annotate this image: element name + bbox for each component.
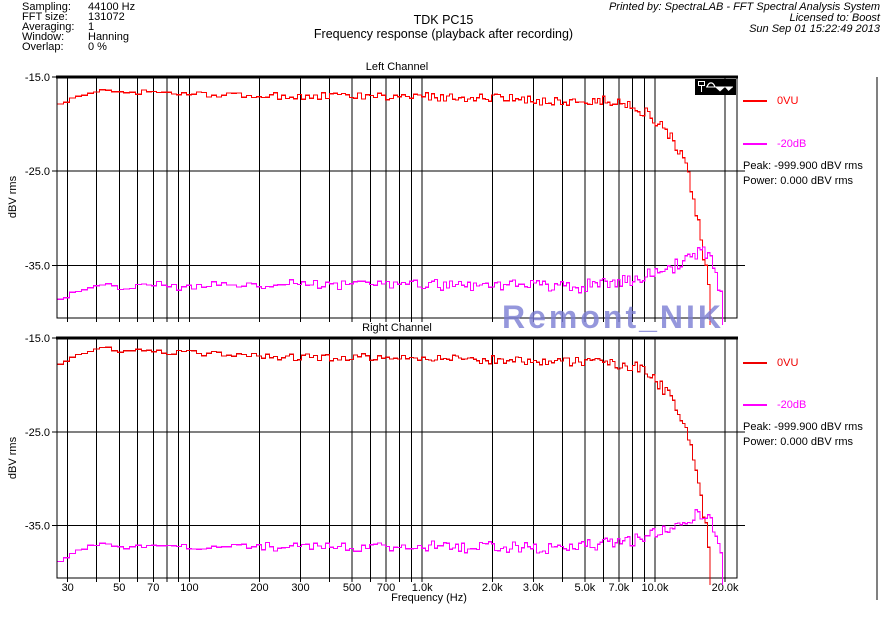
param-value: Hanning	[88, 31, 129, 43]
chart-title-left-channel: Left Channel	[365, 61, 429, 73]
legend-label-20db: -20dB	[777, 399, 807, 411]
page-title-line1: TDK PC15	[413, 13, 474, 27]
print-info: Printed by: SpectraLAB - FFT Spectral An…	[609, 2, 880, 35]
analysis-params: Sampling: 44100 Hz FFT size: 131072 Averag…	[22, 1, 136, 53]
legend-label-0vu: 0VU	[777, 95, 799, 107]
svg-text:30: 30	[62, 582, 74, 594]
param-label: Overlap:	[22, 41, 64, 53]
power-readout: Power: 0.000 dBV rms	[743, 175, 854, 187]
legend-line-20db	[743, 143, 767, 145]
chart-title-right-channel: Right Channel	[362, 322, 432, 334]
svg-text:20.0k: 20.0k	[712, 582, 739, 594]
svg-text:-25.0: -25.0	[25, 427, 50, 439]
svg-text:200: 200	[250, 582, 268, 594]
peak-readout: Peak: -999.900 dBV rms	[743, 160, 863, 172]
param-value: 0 %	[88, 41, 107, 53]
svg-text:10.0k: 10.0k	[642, 582, 669, 594]
legend-label-0vu: 0VU	[777, 357, 799, 369]
param-row: FFT size: 131072	[22, 11, 135, 23]
svg-text:500: 500	[343, 582, 361, 594]
svg-text:3.0k: 3.0k	[523, 582, 544, 594]
svg-text:7.0k: 7.0k	[609, 582, 630, 594]
licensed-to: Licensed to: Boost	[789, 12, 880, 24]
svg-text:-35.0: -35.0	[25, 521, 50, 533]
print-datetime: Sun Sep 01 15:22:49 2013	[749, 23, 880, 35]
param-value: 131072	[88, 11, 125, 23]
svg-text:300: 300	[291, 582, 309, 594]
waveform-icon	[695, 79, 736, 95]
svg-text:100: 100	[180, 582, 198, 594]
svg-text:-25.0: -25.0	[25, 166, 50, 178]
param-row: Sampling: 44100 Hz	[22, 1, 136, 13]
legend-line-0vu	[743, 362, 767, 364]
param-label: Window:	[22, 31, 65, 43]
legend-line-0vu	[743, 100, 767, 102]
svg-text:-15.0: -15.0	[25, 72, 50, 84]
svg-text:-15.0: -15.0	[25, 333, 50, 345]
param-row: Overlap: 0 %	[22, 41, 135, 53]
param-label: Averaging:	[22, 21, 75, 33]
param-row: Window: Hanning	[22, 31, 135, 43]
param-value: 1	[88, 21, 95, 33]
svg-text:50: 50	[113, 582, 125, 594]
param-value: 44100 Hz	[88, 1, 136, 13]
watermark: Remont_NIK	[502, 299, 725, 335]
svg-text:5.0k: 5.0k	[575, 582, 596, 594]
svg-text:-35.0: -35.0	[25, 260, 50, 272]
power-readout: Power: 0.000 dBV rms	[743, 436, 854, 448]
page-title-line2: Frequency response (playback after recor…	[313, 27, 574, 41]
param-label: FFT size:	[22, 11, 68, 23]
svg-text:70: 70	[147, 582, 159, 594]
svg-text:1.0k: 1.0k	[412, 582, 433, 594]
svg-text:700: 700	[377, 582, 395, 594]
legend-label-20db: -20dB	[777, 138, 807, 150]
param-row: Averaging: 1	[22, 21, 135, 33]
printed-by: Printed by: SpectraLAB - FFT Spectral An…	[608, 1, 880, 13]
param-label: Sampling:	[22, 1, 71, 13]
x-axis-label: Frequency (Hz)	[391, 592, 467, 604]
peak-readout: Peak: -999.900 dBV rms	[743, 421, 863, 433]
page-title: TDK PC15 Frequency response (playback af…	[0, 13, 887, 41]
svg-text:2.0k: 2.0k	[482, 582, 503, 594]
legend-line-20db	[743, 404, 767, 406]
